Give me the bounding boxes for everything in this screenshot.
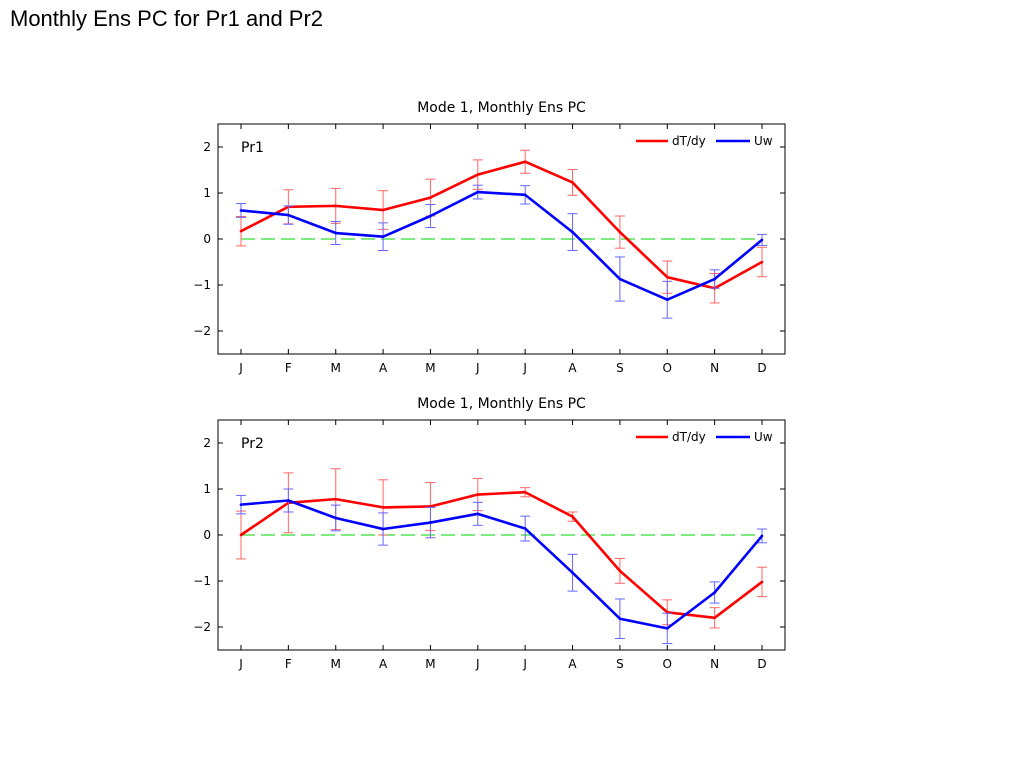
data-point-uw: [523, 193, 527, 197]
data-point-uw: [429, 214, 432, 218]
x-tick-label: J: [522, 657, 527, 671]
chart-title: Mode 1, Monthly Ens PC: [417, 100, 586, 116]
x-tick-label: F: [285, 657, 292, 671]
y-tick-label: 2: [203, 436, 211, 450]
y-tick-label: 0: [203, 232, 211, 246]
data-point-uw: [760, 238, 764, 242]
series-line-dtdy: [240, 160, 763, 290]
data-point-dtdy: [571, 181, 574, 184]
y-tick-label: −1: [193, 278, 211, 292]
data-point-uw: [571, 230, 574, 234]
x-tick-label: M: [331, 361, 341, 375]
data-point-uw: [239, 209, 243, 212]
data-point-uw: [334, 231, 338, 235]
legend-label-dtdy: dT/dy: [672, 430, 706, 444]
data-point-dtdy: [760, 580, 764, 584]
y-tick-label: 1: [203, 482, 211, 496]
y-tick-label: 2: [203, 140, 211, 154]
data-point-dtdy: [571, 515, 574, 518]
data-point-uw: [476, 190, 480, 194]
x-tick-label: A: [568, 361, 577, 375]
x-tick-label: O: [663, 657, 672, 671]
chart-panel-2: Mode 1, Monthly Ens PC −2 −1 0 1 2 J F M A M J J A S O N…: [193, 396, 786, 671]
data-point-dtdy: [334, 204, 338, 208]
series-line-uw: [240, 190, 763, 302]
x-tick-label: O: [663, 361, 672, 375]
data-point-dtdy: [523, 490, 527, 494]
data-point-uw: [523, 527, 527, 530]
data-point-uw: [618, 617, 622, 621]
data-point-uw: [618, 277, 622, 281]
data-point-dtdy: [713, 616, 716, 620]
x-tick-label: D: [757, 657, 766, 671]
x-tick-label: S: [616, 361, 624, 375]
data-point-dtdy: [523, 160, 527, 164]
x-tick-label: D: [757, 361, 766, 375]
y-tick-label: 0: [203, 528, 211, 542]
data-point-uw: [381, 527, 385, 531]
data-point-dtdy: [334, 497, 338, 501]
legend-label-uw: Uw: [754, 134, 773, 148]
legend: dT/dy Uw: [636, 134, 773, 148]
data-point-uw: [287, 213, 290, 217]
data-point-uw: [713, 591, 716, 594]
data-point-uw: [334, 516, 338, 520]
panel-label: Pr2: [241, 436, 264, 452]
data-point-uw: [713, 277, 716, 281]
x-tick-label: M: [425, 361, 435, 375]
y-tick-label: −1: [193, 574, 211, 588]
data-point-uw: [287, 499, 290, 502]
x-tick-label: S: [616, 657, 624, 671]
x-tick-label: M: [331, 657, 341, 671]
data-point-dtdy: [618, 569, 622, 573]
data-point-dtdy: [429, 196, 432, 199]
data-point-uw: [381, 235, 385, 238]
data-point-uw: [665, 298, 669, 302]
x-tick-label: J: [475, 657, 480, 671]
chart-panel-1: Mode 1, Monthly Ens PC −2 −1 0 1 2 J F M A M J J A S O N…: [193, 100, 786, 375]
x-tick-label: J: [522, 361, 527, 375]
data-point-dtdy: [618, 230, 622, 234]
y-tick-label: −2: [193, 620, 211, 634]
data-point-uw: [429, 521, 432, 524]
y-tick-label: −2: [193, 324, 211, 338]
data-point-uw: [665, 627, 669, 630]
slide-title: Monthly Ens PC for Pr1 and Pr2: [10, 6, 324, 31]
x-tick-label: N: [710, 657, 719, 671]
x-tick-label: A: [379, 361, 388, 375]
x-tick-label: N: [710, 361, 719, 375]
data-point-dtdy: [381, 208, 385, 212]
data-point-dtdy: [381, 506, 385, 509]
x-tick-label: F: [285, 361, 292, 375]
data-point-dtdy: [760, 260, 764, 264]
legend-label-dtdy: dT/dy: [672, 134, 706, 148]
data-point-dtdy: [239, 533, 243, 537]
x-tick-label: J: [238, 657, 243, 671]
data-point-uw: [476, 512, 480, 516]
data-point-uw: [760, 534, 764, 538]
data-point-uw: [239, 503, 243, 506]
legend-label-uw: Uw: [754, 430, 773, 444]
legend: dT/dy Uw: [636, 430, 773, 444]
x-tick-label: M: [425, 657, 435, 671]
chart-title: Mode 1, Monthly Ens PC: [417, 396, 586, 412]
data-point-dtdy: [476, 173, 480, 176]
x-tick-label: A: [568, 657, 577, 671]
panel-label: Pr1: [241, 140, 264, 156]
x-tick-label: J: [238, 361, 243, 375]
series-line-uw: [240, 499, 763, 630]
data-point-uw: [571, 571, 574, 575]
x-tick-label: A: [379, 657, 388, 671]
data-point-dtdy: [476, 493, 480, 496]
data-point-dtdy: [239, 229, 243, 233]
series-line-dtdy: [240, 490, 763, 620]
y-tick-label: 1: [203, 186, 211, 200]
x-tick-label: J: [475, 361, 480, 375]
data-point-dtdy: [665, 275, 669, 279]
